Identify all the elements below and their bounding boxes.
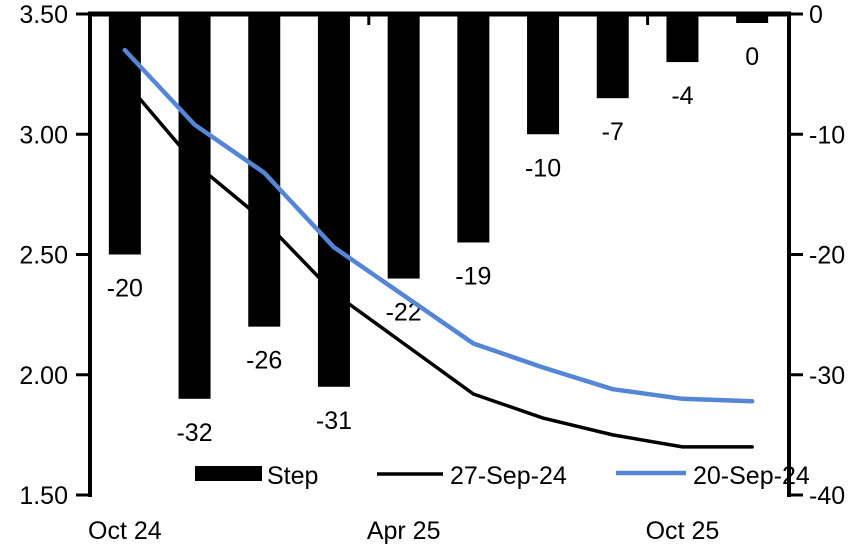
x-axis-label: Oct 25 (646, 517, 720, 545)
legend-step-label: Step (267, 462, 318, 490)
x-axis-label: Oct 24 (88, 517, 162, 545)
right-axis-tick-label: -30 (809, 362, 845, 390)
bar-value-label: -31 (316, 407, 352, 435)
legend-step-bar-swatch (195, 466, 262, 481)
step-bar (736, 14, 769, 23)
step-bar (457, 14, 490, 243)
bar-value-label: -26 (246, 347, 282, 375)
step-bar (178, 14, 211, 399)
legend: Step 27-Sep-24 20-Sep-24 (195, 462, 810, 490)
bar-value-label: -7 (602, 118, 624, 146)
bar-value-label: -32 (176, 419, 212, 447)
line-27-sep-24 (123, 79, 754, 449)
right-axis-tick-label: -40 (809, 482, 845, 510)
left-axis-tick-label: 3.50 (19, 1, 68, 29)
right-axis-tick-label: -20 (809, 242, 845, 270)
bar-value-label: -20 (107, 275, 143, 303)
step-bar (527, 14, 560, 135)
step-bar (666, 14, 699, 63)
left-axis-tick-label: 2.00 (19, 362, 68, 390)
line-20-sep-24 (122, 47, 755, 404)
x-axis-label: Apr 25 (367, 517, 441, 545)
bar-value-label: -4 (671, 82, 693, 110)
right-axis-tick-label: -10 (809, 121, 845, 149)
step-bar (596, 14, 629, 99)
legend-20-sep-24-label: 20-Sep-24 (693, 462, 810, 490)
left-axis-tick-label: 3.00 (19, 121, 68, 149)
bar-value-label: -19 (455, 262, 491, 290)
step-bar (387, 14, 420, 279)
bar-value-label: -10 (525, 154, 561, 182)
step-bar (108, 14, 141, 255)
bar-value-label: 0 (745, 43, 759, 71)
left-axis-tick-label: 2.50 (19, 242, 68, 270)
right-axis-tick-label: 0 (809, 1, 823, 29)
left-axis-tick-label: 1.50 (19, 482, 68, 510)
legend-27-sep-24-label: 27-Sep-24 (450, 462, 567, 490)
step-bar (317, 14, 350, 387)
